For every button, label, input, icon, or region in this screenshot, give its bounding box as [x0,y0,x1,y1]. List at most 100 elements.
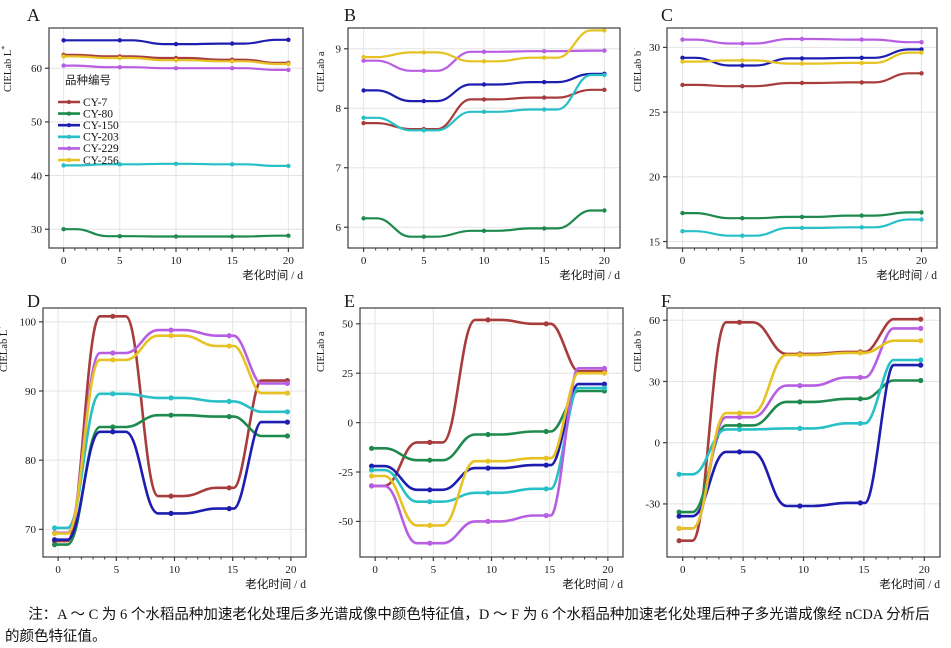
svg-text:60: 60 [31,63,43,75]
series-CY-150-markers [61,37,291,47]
svg-text:25: 25 [649,107,661,119]
svg-text:15: 15 [227,255,239,267]
x-axis-title: 老化时间 / d [876,268,937,282]
x-axis-title: 老化时间 / d [242,268,303,282]
series-CY-7-line [677,317,922,542]
svg-text:8: 8 [336,103,342,115]
svg-text:20: 20 [602,564,614,576]
series-CY-150-line [370,382,606,492]
svg-text:10: 10 [486,564,498,576]
panel-E-letter: E [344,291,356,311]
svg-text:40: 40 [31,170,43,182]
series-CY-150-markers [361,71,607,104]
legend-item-CY-256: CY-256 [83,155,119,167]
series-CY-203-markers [676,357,924,477]
svg-text:0: 0 [361,255,367,267]
panel-D-letter: D [27,291,41,311]
series-CY-150-markers [676,362,924,519]
series-CY-203-markers [361,72,607,133]
svg-text:10: 10 [171,255,183,267]
svg-text:15: 15 [858,564,870,576]
svg-text:9: 9 [336,44,342,56]
y-axis-title: CIELab b* [634,327,644,372]
svg-text:0: 0 [61,255,67,267]
series-CY-80-markers [676,377,924,515]
series-CY-7-line [370,318,606,488]
series-CY-229-line [370,367,606,545]
gridlines [348,28,620,248]
svg-text:15: 15 [227,564,239,576]
svg-text:20: 20 [919,564,931,576]
series-CY-203-line [53,392,289,530]
svg-text:20: 20 [283,255,295,267]
series-CY-256-markers [52,333,290,537]
series-CY-256-line [53,334,289,535]
svg-text:5: 5 [114,564,120,576]
svg-text:70: 70 [25,524,37,536]
panel-A: A 30 40 50 60 0 5 10 15 20 老化时间 / d CIELab L* 品种编号 C… [0,0,317,290]
svg-text:5: 5 [421,255,427,267]
svg-text:50: 50 [342,319,354,331]
svg-text:-25: -25 [338,467,353,479]
svg-text:5: 5 [740,564,746,576]
series-CY-229-markers [61,63,291,73]
svg-text:25: 25 [342,368,354,380]
series-CY-7-markers [680,71,924,89]
svg-text:20: 20 [285,564,297,576]
chart-grid: A 30 40 50 60 0 5 10 15 20 老化时间 / d CIELab L* 品种编号 C… [0,0,951,600]
svg-text:60: 60 [649,315,661,327]
series-CY-150-markers [680,47,924,68]
series-CY-229-markers [369,365,607,546]
svg-text:15: 15 [649,236,661,248]
panel-C-letter: C [661,5,674,25]
svg-text:6: 6 [336,222,342,234]
svg-text:30: 30 [649,376,661,388]
axis-ticks-and-labels: -30 0 30 60 0 5 10 15 20 [645,315,930,576]
svg-text:10: 10 [798,564,810,576]
series-CY-150-markers [52,419,290,543]
series-CY-80-markers [61,227,291,239]
svg-text:10: 10 [797,255,809,267]
svg-text:10: 10 [169,564,181,576]
axis-ticks-and-labels: 15 20 25 30 0 5 10 15 20 [649,42,927,267]
svg-text:15: 15 [544,564,556,576]
series-CY-229-markers [361,48,607,74]
legend-item-CY-80: CY-80 [83,108,113,120]
y-axis-title: CIELab L* [0,46,14,92]
series-CY-203-markers [369,385,607,505]
legend-item-CY-150: CY-150 [83,120,119,132]
series-CY-256-markers [369,370,607,528]
series-CY-256-markers [680,50,924,66]
series-CY-203-markers [680,217,924,238]
svg-text:10: 10 [479,255,491,267]
svg-text:0: 0 [372,564,378,576]
series-CY-150-line [53,420,289,541]
svg-text:5: 5 [431,564,437,576]
svg-text:0: 0 [680,255,686,267]
series-CY-80-markers [680,210,924,221]
series-CY-203-markers [52,391,290,531]
axis-ticks-and-labels: -50 -25 0 25 50 0 5 10 15 20 [338,319,614,576]
chart-mount-A: 30 40 50 60 0 5 10 15 20 老化时间 / d CIELab L* 品种编号 CY-… [0,0,317,295]
legend-item-CY-229: CY-229 [83,143,119,155]
svg-text:20: 20 [649,172,661,184]
svg-text:0: 0 [348,417,354,429]
svg-text:20: 20 [916,255,928,267]
series-CY-256-markers [676,338,924,531]
panel-F-letter: F [661,291,672,311]
series-CY-80-markers [361,208,607,239]
series-CY-203-markers [61,161,291,169]
gridlines [360,308,623,557]
